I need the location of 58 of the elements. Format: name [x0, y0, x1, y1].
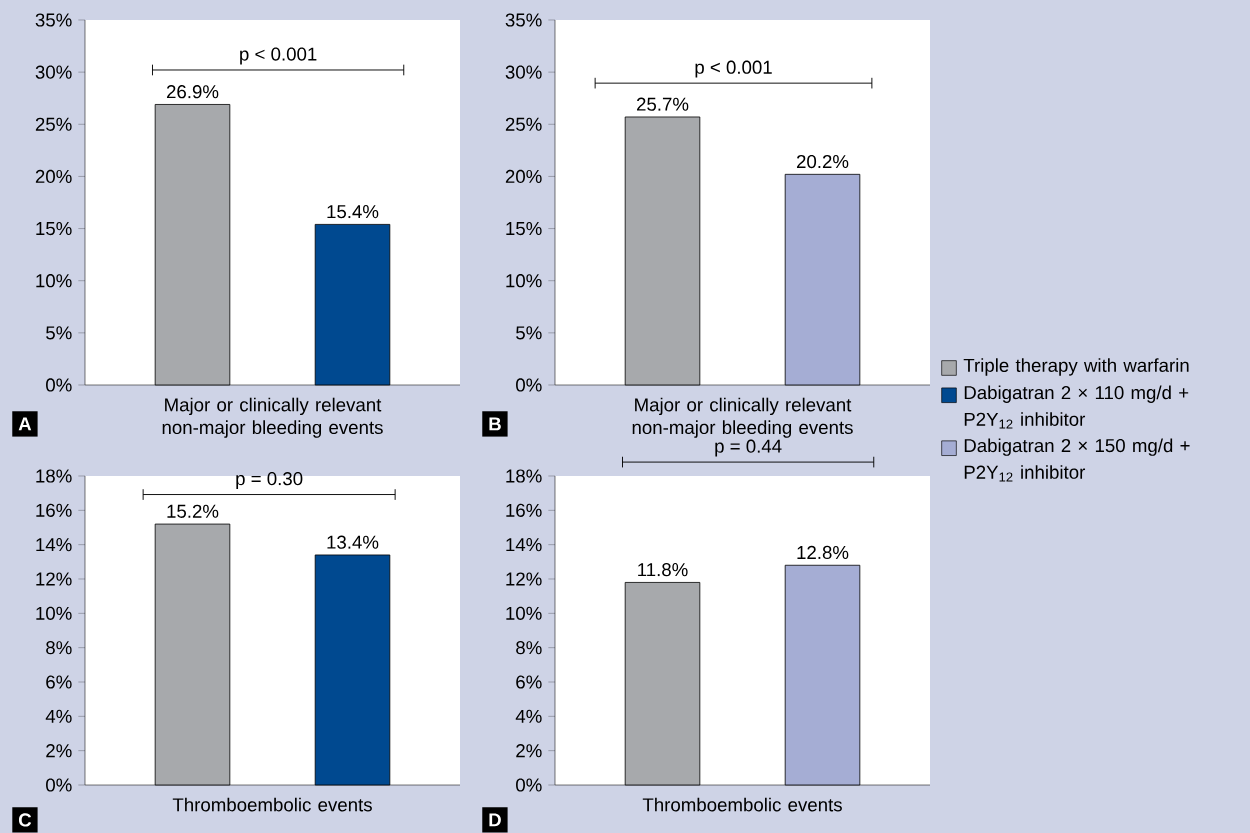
y-tick-label: 4%: [515, 709, 542, 723]
y-tick-label: 0%: [516, 778, 542, 792]
y-tick-label: 30%: [35, 65, 72, 79]
y-tick-label: 35%: [35, 13, 72, 27]
y-tick-label: 10%: [36, 274, 72, 288]
y-tick-label: 6%: [516, 675, 542, 689]
x-axis-title: Major or clinically relevant non-major bleeding events: [162, 397, 383, 438]
y-tick-label: 16%: [506, 503, 542, 517]
y-tick-label: 5%: [516, 326, 542, 340]
x-axis-title: Thromboembolic events: [172, 797, 372, 812]
text: p = 0.44: [715, 439, 782, 457]
annotation: p < 0.001: [240, 47, 317, 65]
data-label: 12.8%: [797, 545, 849, 560]
y-tick-label: 30%: [505, 65, 542, 79]
y-tick-label: 18%: [36, 469, 72, 483]
y-tick-label: 20%: [505, 169, 542, 184]
data-label: 20.2%: [796, 154, 849, 169]
y-tick-label: 8%: [46, 641, 72, 655]
data-label: 26.9%: [166, 85, 219, 99]
data-label: 15.4%: [327, 205, 379, 219]
y-tick-label: 4%: [45, 709, 72, 723]
text: A: [18, 417, 32, 431]
text: C: [18, 813, 32, 827]
y-tick-label: 15%: [506, 221, 542, 236]
y-tick-label: 14%: [36, 538, 72, 552]
y-tick-label: 0%: [516, 378, 542, 392]
y-tick-label: 5%: [46, 326, 72, 340]
y-tick-label: 6%: [46, 675, 72, 689]
y-tick-label: 25%: [35, 117, 72, 131]
y-tick-label: 18%: [506, 469, 542, 483]
y-tick-label: 25%: [505, 117, 542, 131]
data-label: 15.2%: [167, 504, 219, 518]
data-label: 25.7%: [636, 97, 689, 111]
y-tick-label: 16%: [36, 503, 72, 517]
annotation: p = 0.30: [236, 472, 303, 489]
y-tick-label: 10%: [506, 274, 542, 288]
y-tick-label: 14%: [506, 538, 542, 552]
x-axis-title: Thromboembolic events: [642, 797, 842, 812]
text: D: [489, 813, 501, 827]
y-tick-label: 0%: [46, 378, 72, 392]
data-label: 11.8%: [638, 563, 688, 577]
y-tick-label: 10%: [506, 606, 542, 620]
y-tick-label: 15%: [36, 221, 72, 236]
y-tick-label: 8%: [516, 641, 542, 655]
y-tick-label: 12%: [506, 572, 542, 586]
legend-label: Dabigatran 2 × 110 mg/d + P2Y$_{12}$ inhibitor: [964, 385, 1189, 429]
y-tick-label: 2%: [516, 744, 542, 758]
annotation: p < 0.001: [695, 60, 772, 78]
y-tick-label: 10%: [36, 606, 72, 620]
legend-label: Triple therapy with warfarin: [963, 358, 1189, 376]
legend-label: Dabigatran 2 × 150 mg/d + P2Y$_{12}$ inhibitor: [964, 438, 1190, 482]
y-tick-label: 0%: [46, 778, 72, 792]
y-tick-label: 2%: [46, 744, 72, 758]
y-tick-label: 12%: [36, 572, 72, 586]
y-tick-label: 20%: [35, 169, 72, 184]
data-label: 13.4%: [327, 535, 379, 549]
text: B: [489, 417, 501, 431]
y-tick-label: 35%: [505, 13, 542, 27]
